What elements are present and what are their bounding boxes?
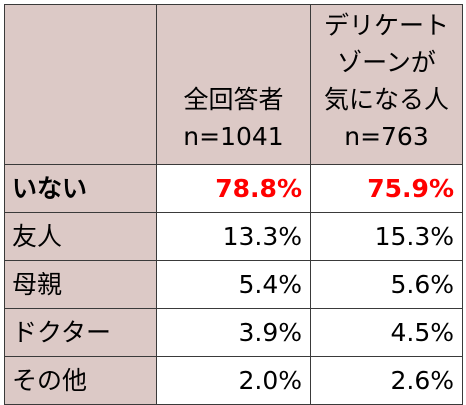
table-row: ドクター 3.9% 4.5% bbox=[4, 308, 463, 357]
header-concerned-respondents: デリケート ゾーンが 気になる人 n=763 bbox=[310, 4, 463, 165]
table-row: いない 78.8% 75.9% bbox=[4, 164, 463, 213]
row-label: いない bbox=[4, 164, 157, 213]
value-all-respondents: 13.3% bbox=[156, 212, 311, 261]
header-concerned-title-line3: 気になる人 bbox=[323, 85, 449, 114]
value-all-respondents: 5.4% bbox=[156, 260, 311, 309]
header-concerned-title-line2: ゾーンが bbox=[337, 48, 436, 77]
table-row: 友人 13.3% 15.3% bbox=[4, 212, 463, 261]
table-row: 母親 5.4% 5.6% bbox=[4, 260, 463, 309]
survey-results-table: 全回答者 n=1041 デリケート ゾーンが 気になる人 n=763 いない 7… bbox=[4, 4, 463, 405]
header-concerned-count: n=763 bbox=[344, 122, 429, 151]
value-concerned-respondents: 4.5% bbox=[310, 308, 463, 357]
value-concerned-respondents: 2.6% bbox=[310, 356, 463, 405]
header-concerned-title-line1: デリケート bbox=[323, 11, 449, 40]
row-label: ドクター bbox=[4, 308, 157, 357]
value-all-respondents: 2.0% bbox=[156, 356, 311, 405]
value-all-respondents: 3.9% bbox=[156, 308, 311, 357]
value-all-respondents: 78.8% bbox=[156, 164, 311, 213]
header-all-respondents: 全回答者 n=1041 bbox=[156, 4, 311, 165]
row-label: 母親 bbox=[4, 260, 157, 309]
value-concerned-respondents: 15.3% bbox=[310, 212, 463, 261]
value-concerned-respondents: 5.6% bbox=[310, 260, 463, 309]
table-row: その他 2.0% 2.6% bbox=[4, 356, 463, 405]
table-header-row: 全回答者 n=1041 デリケート ゾーンが 気になる人 n=763 bbox=[4, 4, 463, 165]
header-all-title: 全回答者 bbox=[183, 85, 284, 114]
row-label: その他 bbox=[4, 356, 157, 405]
header-corner-cell bbox=[4, 4, 157, 165]
row-label: 友人 bbox=[4, 212, 157, 261]
value-concerned-respondents: 75.9% bbox=[310, 164, 463, 213]
header-all-count: n=1041 bbox=[183, 122, 284, 151]
